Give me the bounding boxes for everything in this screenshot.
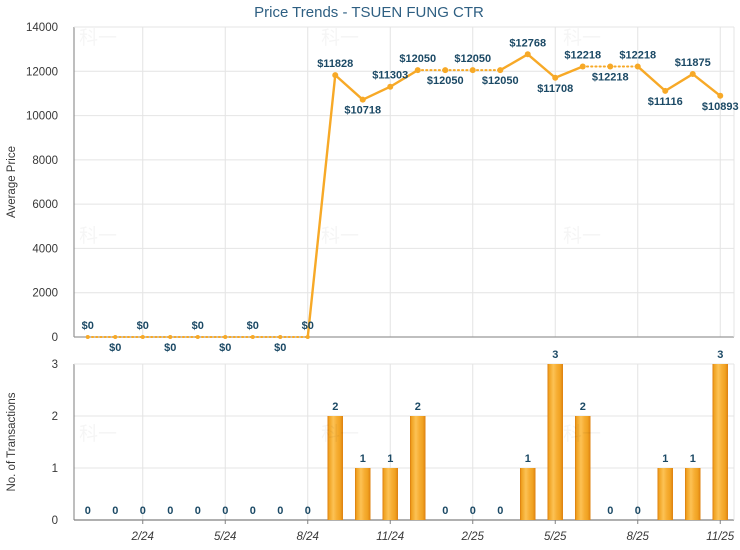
svg-text:0: 0 (305, 505, 311, 517)
svg-text:14000: 14000 (26, 22, 58, 34)
svg-text:$11708: $11708 (537, 83, 573, 95)
svg-text:0: 0 (52, 515, 58, 527)
svg-text:5/24: 5/24 (214, 531, 236, 543)
svg-text:0: 0 (470, 505, 476, 517)
svg-text:$0: $0 (274, 342, 286, 354)
svg-text:$12218: $12218 (592, 71, 629, 83)
svg-text:Average Price: Average Price (6, 146, 18, 218)
svg-text:0: 0 (635, 505, 641, 517)
svg-text:2: 2 (332, 401, 338, 413)
svg-text:5/25: 5/25 (544, 531, 567, 543)
svg-text:8/24: 8/24 (297, 531, 319, 543)
svg-text:0: 0 (167, 505, 173, 517)
svg-text:1: 1 (525, 453, 531, 465)
svg-text:1: 1 (690, 453, 696, 465)
svg-text:3: 3 (52, 359, 58, 371)
svg-text:$0: $0 (164, 342, 176, 354)
svg-text:11/24: 11/24 (376, 531, 404, 543)
svg-text:10000: 10000 (26, 111, 58, 123)
svg-text:2000: 2000 (32, 288, 58, 300)
svg-text:0: 0 (140, 505, 146, 517)
svg-text:$12218: $12218 (619, 49, 656, 61)
svg-text:$12768: $12768 (509, 37, 546, 49)
svg-text:$0: $0 (82, 320, 94, 332)
svg-text:科一: 科一 (563, 27, 601, 49)
svg-text:3: 3 (552, 349, 558, 361)
svg-text:$0: $0 (247, 320, 259, 332)
svg-text:0: 0 (222, 505, 228, 517)
svg-text:科一: 科一 (563, 225, 601, 247)
svg-text:$0: $0 (192, 320, 204, 332)
svg-text:3: 3 (717, 349, 723, 361)
svg-text:8000: 8000 (32, 155, 58, 167)
svg-text:0: 0 (607, 505, 613, 517)
svg-text:0: 0 (497, 505, 503, 517)
svg-text:$12050: $12050 (399, 53, 436, 65)
svg-text:$10718: $10718 (344, 105, 381, 117)
svg-text:科一: 科一 (79, 27, 117, 49)
svg-text:6000: 6000 (32, 199, 58, 211)
svg-text:$12218: $12218 (564, 49, 601, 61)
svg-text:1: 1 (387, 453, 393, 465)
svg-text:$11875: $11875 (675, 57, 711, 69)
svg-text:$11116: $11116 (648, 96, 683, 108)
svg-text:2/25: 2/25 (461, 531, 485, 543)
svg-text:$0: $0 (219, 342, 231, 354)
svg-text:2: 2 (52, 411, 58, 423)
svg-text:$11828: $11828 (317, 58, 353, 70)
svg-text:$12050: $12050 (482, 75, 519, 87)
svg-text:科一: 科一 (79, 225, 117, 247)
svg-text:2: 2 (415, 401, 421, 413)
svg-text:1: 1 (360, 453, 366, 465)
svg-text:0: 0 (442, 505, 448, 517)
svg-text:0: 0 (195, 505, 201, 517)
svg-text:1: 1 (662, 453, 668, 465)
svg-text:$12050: $12050 (427, 75, 464, 87)
svg-text:0: 0 (52, 332, 58, 344)
svg-text:1: 1 (52, 463, 58, 475)
svg-text:0: 0 (250, 505, 256, 517)
svg-text:4000: 4000 (32, 243, 58, 255)
svg-text:$0: $0 (109, 342, 121, 354)
svg-text:$11303: $11303 (372, 70, 408, 82)
svg-text:科一: 科一 (79, 423, 117, 445)
svg-text:科一: 科一 (321, 27, 359, 49)
svg-text:Price Trends - TSUEN FUNG CTR: Price Trends - TSUEN FUNG CTR (254, 4, 484, 21)
svg-text:2: 2 (580, 401, 586, 413)
svg-text:0: 0 (112, 505, 118, 517)
svg-text:科一: 科一 (321, 423, 359, 445)
svg-text:0: 0 (85, 505, 91, 517)
svg-text:No. of Transactions: No. of Transactions (6, 392, 18, 491)
svg-text:11/25: 11/25 (706, 531, 735, 543)
svg-text:科一: 科一 (321, 225, 359, 247)
svg-text:$12050: $12050 (454, 53, 491, 65)
svg-text:$10893: $10893 (702, 101, 739, 113)
svg-text:8/25: 8/25 (627, 531, 650, 543)
svg-text:12000: 12000 (26, 66, 58, 78)
svg-text:2/24: 2/24 (131, 531, 154, 543)
svg-text:科一: 科一 (563, 423, 601, 445)
svg-text:$0: $0 (302, 320, 314, 332)
svg-text:$0: $0 (137, 320, 149, 332)
svg-text:0: 0 (277, 505, 283, 517)
